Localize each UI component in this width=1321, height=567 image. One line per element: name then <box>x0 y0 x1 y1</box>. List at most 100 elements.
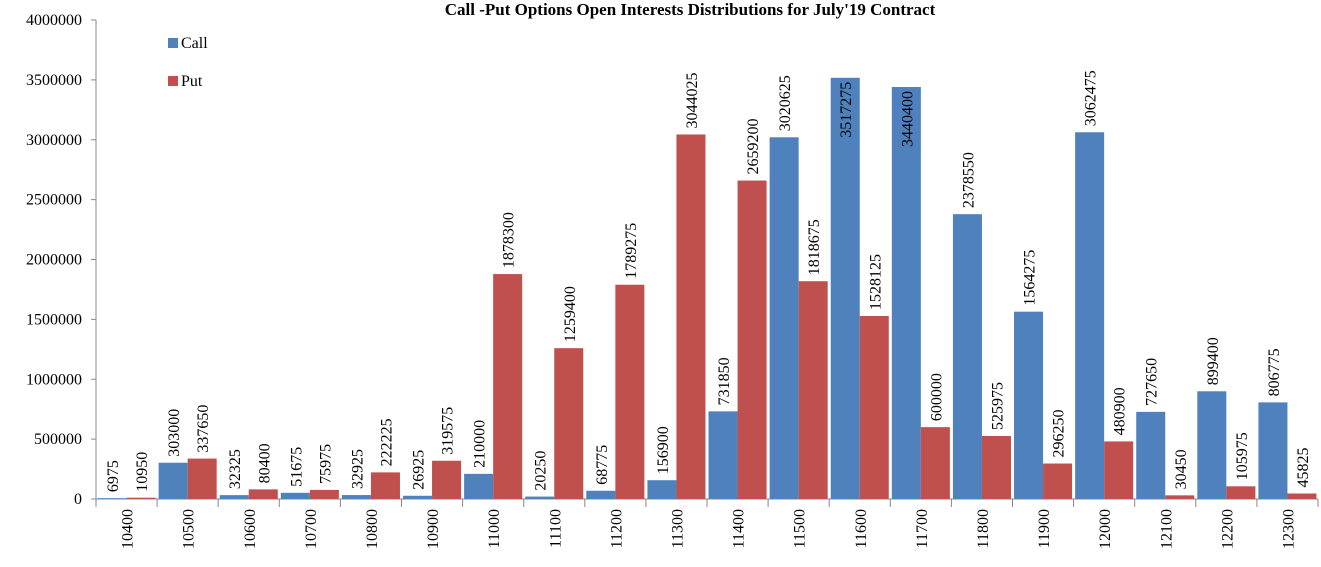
value-label: 525975 <box>989 382 1006 430</box>
bar <box>554 348 584 499</box>
bar <box>403 495 433 499</box>
value-label: 156900 <box>655 426 672 474</box>
bar <box>158 462 188 499</box>
x-tick-label: 11500 <box>792 509 809 548</box>
bar <box>1014 311 1044 499</box>
x-tick-label: 10600 <box>242 509 259 549</box>
bar <box>981 436 1011 499</box>
bar <box>920 427 950 499</box>
x-tick-label: 11000 <box>486 509 503 548</box>
bar <box>952 214 982 499</box>
x-tick-label: 11200 <box>608 509 625 548</box>
bar <box>586 490 616 499</box>
legend-label: Call <box>181 35 208 52</box>
bar <box>219 495 249 499</box>
bar <box>370 472 400 499</box>
value-label: 3517275 <box>838 82 855 138</box>
bar <box>432 460 462 499</box>
bar <box>1165 495 1195 499</box>
x-tick-label: 10900 <box>425 509 442 549</box>
value-label: 20250 <box>533 451 550 491</box>
value-label: 210000 <box>472 420 489 468</box>
y-tick-label: 4000000 <box>26 12 82 29</box>
bar <box>830 77 860 499</box>
bar <box>1197 391 1227 499</box>
bar <box>1104 441 1134 499</box>
x-tick-label: 12000 <box>1097 509 1114 549</box>
x-tick-label: 11400 <box>731 509 748 548</box>
bar <box>859 316 889 499</box>
value-label: 3440400 <box>899 91 916 147</box>
value-label: 2378550 <box>960 152 977 208</box>
value-label: 1878300 <box>501 212 518 268</box>
y-tick-label: 3500000 <box>26 72 82 89</box>
bar <box>97 498 127 499</box>
x-tick-label: 10700 <box>303 509 320 549</box>
bar <box>493 274 523 499</box>
value-label: 600000 <box>928 373 945 421</box>
x-tick-label: 12100 <box>1158 509 1175 549</box>
legend-swatch <box>168 38 178 48</box>
y-tick-label: 1000000 <box>26 371 82 388</box>
value-label: 731850 <box>716 357 733 405</box>
x-tick-label: 10400 <box>120 509 137 549</box>
bar <box>309 489 339 499</box>
legend-label: Put <box>181 73 203 90</box>
x-tick-label: 10500 <box>181 509 198 549</box>
value-label: 105975 <box>1234 432 1251 480</box>
x-tick-label: 12200 <box>1219 509 1236 549</box>
bar <box>769 137 799 499</box>
x-tick-label: 11100 <box>547 509 564 548</box>
bar <box>708 411 738 499</box>
bar <box>1043 463 1073 499</box>
bar <box>737 180 767 500</box>
bar <box>1075 132 1105 499</box>
bar <box>464 473 494 499</box>
value-label: 80400 <box>256 443 273 483</box>
value-label: 32325 <box>227 449 244 489</box>
bar <box>1258 402 1288 499</box>
value-label: 2659200 <box>745 119 762 175</box>
value-label: 337650 <box>195 405 212 453</box>
legend-swatch <box>168 76 178 86</box>
x-tick-label: 11800 <box>975 509 992 548</box>
value-label: 1528125 <box>867 254 884 310</box>
value-label: 3044025 <box>684 72 701 128</box>
value-label: 480900 <box>1112 387 1129 435</box>
value-label: 75975 <box>317 444 334 484</box>
value-label: 10950 <box>134 452 151 492</box>
value-label: 6975 <box>105 460 122 492</box>
value-label: 1259400 <box>562 286 579 342</box>
bar <box>798 281 828 499</box>
x-tick-label: 11300 <box>669 509 686 548</box>
bar <box>1287 493 1317 499</box>
bar <box>676 134 706 499</box>
x-tick-label: 11900 <box>1036 509 1053 548</box>
value-label: 45825 <box>1295 448 1312 488</box>
bar <box>891 87 921 500</box>
bar <box>1226 486 1256 499</box>
value-label: 30450 <box>1173 449 1190 489</box>
bar <box>187 458 217 499</box>
value-label: 68775 <box>594 445 611 485</box>
bar <box>280 492 310 499</box>
bar <box>248 489 278 499</box>
value-label: 222225 <box>378 418 395 466</box>
bar <box>525 496 555 499</box>
y-tick-label: 2500000 <box>26 192 82 209</box>
bar <box>1136 411 1166 499</box>
bar <box>647 480 677 499</box>
value-label: 806775 <box>1266 348 1283 396</box>
value-label: 26925 <box>411 450 428 490</box>
value-label: 3062475 <box>1083 70 1100 126</box>
bar <box>341 495 371 499</box>
value-label: 899400 <box>1205 337 1222 385</box>
value-label: 51675 <box>288 447 305 487</box>
x-tick-label: 10800 <box>364 509 381 549</box>
y-tick-label: 3000000 <box>26 132 82 149</box>
value-label: 1789275 <box>623 223 640 279</box>
bar <box>126 497 156 499</box>
value-label: 1818675 <box>806 219 823 275</box>
value-label: 3020625 <box>777 75 794 131</box>
